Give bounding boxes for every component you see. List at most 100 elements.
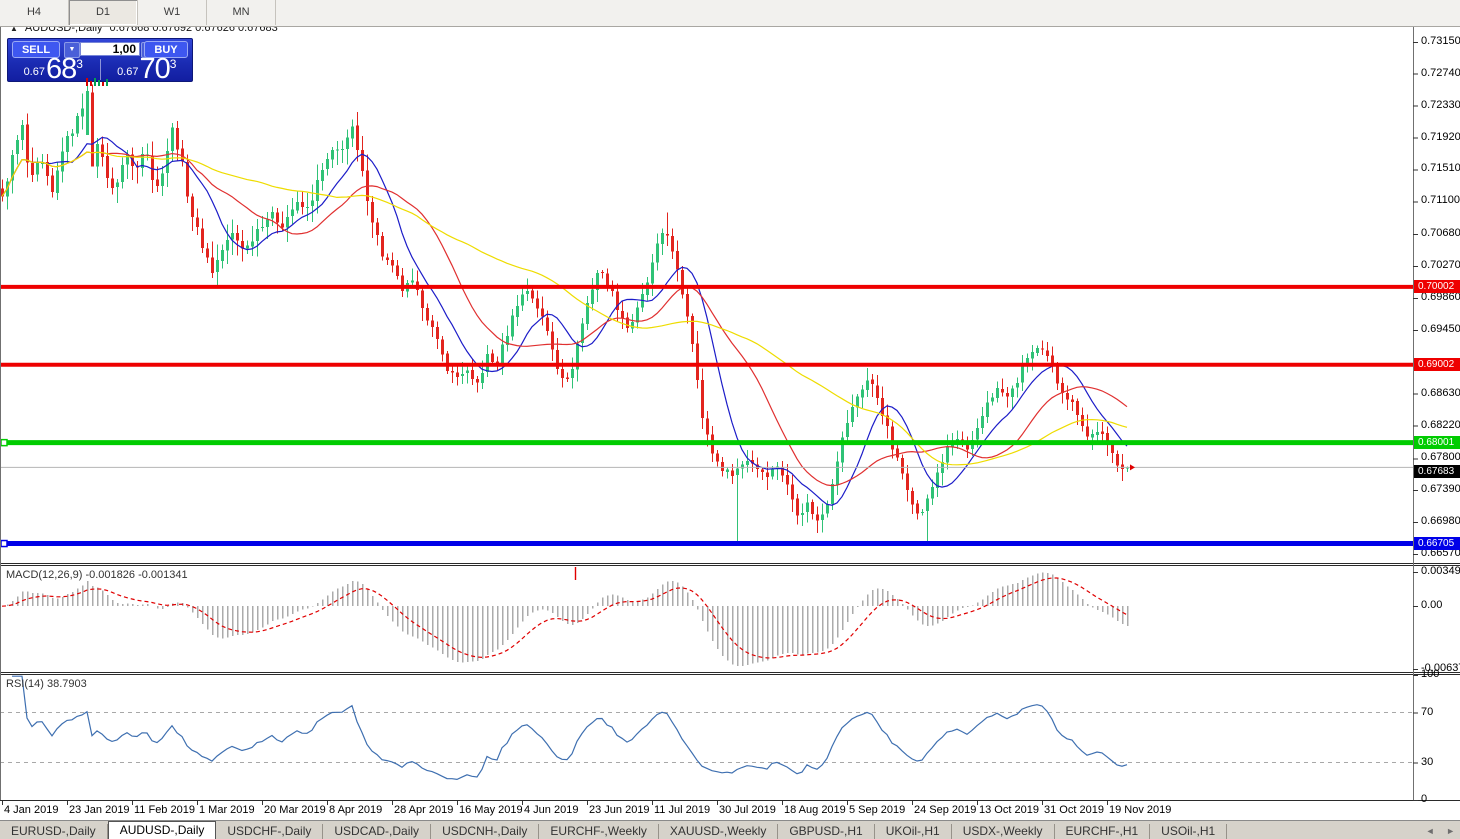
- tab-xauusd-weekly[interactable]: XAUUSD-,Weekly: [659, 824, 779, 839]
- candle-body: [526, 291, 529, 295]
- candle-body: [666, 233, 669, 236]
- price-tick-label: 0.70270: [1421, 259, 1460, 271]
- candle-body: [191, 196, 194, 217]
- tab-audusd-daily[interactable]: AUDUSD-,Daily: [107, 821, 217, 839]
- sell-price-pip-digit: 3: [76, 57, 83, 71]
- candle-body: [171, 127, 174, 152]
- candle-body: [1011, 388, 1014, 397]
- tab-ukoil-h1[interactable]: UKOil-,H1: [875, 824, 952, 839]
- candle-body: [636, 307, 639, 323]
- sell-price[interactable]: 0.67 68 3: [8, 55, 99, 84]
- candle-body: [71, 133, 74, 136]
- candle-body: [511, 315, 514, 337]
- candle-body: [356, 125, 359, 150]
- candle-body: [856, 396, 859, 408]
- sell-button[interactable]: SELL: [12, 41, 60, 58]
- volume-decrease-button[interactable]: ▼: [64, 42, 80, 58]
- volume-input[interactable]: [80, 42, 140, 56]
- tab-usdchf-daily[interactable]: USDCHF-,Daily: [216, 824, 324, 839]
- candle-body: [1121, 464, 1124, 470]
- candle-body: [371, 201, 374, 223]
- tab-scroll-right-icon[interactable]: ►: [1446, 826, 1455, 836]
- tab-usdcnh-daily[interactable]: USDCNH-,Daily: [431, 824, 540, 839]
- macd-signal-line: [1, 577, 1128, 659]
- price-tick-label: 0.66570: [1421, 547, 1460, 560]
- candle-body: [1126, 467, 1129, 469]
- candle-body: [306, 206, 309, 208]
- candle-body: [221, 249, 224, 262]
- date-tick-label: 11 Feb 2019: [134, 804, 195, 816]
- sell-price-prefix: 0.67: [23, 66, 45, 78]
- timeframe-button-d1[interactable]: D1: [69, 0, 138, 25]
- candle-body: [316, 179, 319, 202]
- buy-button[interactable]: BUY: [144, 41, 188, 58]
- macd-axis-label: 0.00: [1421, 599, 1443, 612]
- candle-body: [1096, 431, 1099, 435]
- candle-body: [716, 453, 719, 462]
- candle-body: [1016, 383, 1019, 388]
- candle-body: [626, 317, 629, 329]
- tab-usoil-h1[interactable]: USOil-,H1: [1150, 824, 1228, 839]
- macd-indicator-label: MACD(12,26,9) -0.001826 -0.001341: [6, 569, 188, 581]
- price-tick-label: 0.67800: [1421, 451, 1460, 464]
- candle-body: [576, 343, 579, 370]
- candle-body: [741, 464, 744, 469]
- candle-body: [826, 504, 829, 514]
- timeframe-button-h4[interactable]: H4: [0, 0, 69, 25]
- candle-body: [31, 162, 34, 176]
- timeframe-button-mn[interactable]: MN: [207, 0, 276, 25]
- date-tick-label: 18 Aug 2019: [784, 804, 846, 816]
- date-tick-label: 31 Oct 2019: [1044, 804, 1104, 816]
- candle-body: [1106, 432, 1109, 443]
- tab-eurusd-daily[interactable]: EURUSD-,Daily: [0, 824, 108, 839]
- tab-eurchf-weekly[interactable]: EURCHF-,Weekly: [539, 824, 659, 839]
- candle-body: [721, 461, 724, 472]
- tab-eurchf-h1[interactable]: EURCHF-,H1: [1055, 824, 1151, 839]
- price-line-label: 0.66705: [1414, 536, 1460, 550]
- tab-gbpusd-h1[interactable]: GBPUSD-,H1: [778, 824, 875, 839]
- candle-body: [41, 162, 44, 165]
- candle-body: [336, 149, 339, 151]
- candle-body: [541, 308, 544, 317]
- chart-canvas[interactable]: [0, 26, 1413, 800]
- tick-mark: [90, 81, 92, 86]
- candle-body: [396, 265, 399, 277]
- candle-body: [951, 444, 954, 448]
- candle-body: [871, 379, 874, 385]
- tab-scroll-left-icon[interactable]: ◄: [1425, 826, 1435, 836]
- candle-body: [766, 472, 769, 478]
- candle-body: [126, 153, 129, 165]
- candle-body: [506, 336, 509, 346]
- candle-body: [566, 377, 569, 379]
- tab-usdcad-daily[interactable]: USDCAD-,Daily: [323, 824, 432, 839]
- candle-body: [176, 127, 179, 150]
- candle-body: [256, 229, 259, 242]
- candle-body: [966, 443, 969, 450]
- candle-body: [216, 260, 219, 273]
- candle-body: [676, 251, 679, 270]
- price-divider: [99, 59, 101, 80]
- candle-body: [1091, 434, 1094, 438]
- candle-body: [106, 155, 109, 178]
- candle-body: [976, 427, 979, 440]
- tab-usdx-weekly[interactable]: USDX-,Weekly: [952, 824, 1055, 839]
- candle-body: [756, 464, 759, 469]
- candle-body: [311, 200, 314, 206]
- candle-body: [1116, 453, 1119, 466]
- candle-body: [121, 165, 124, 182]
- candle-body: [451, 371, 454, 373]
- timeframe-button-w1[interactable]: W1: [138, 0, 207, 25]
- buy-price[interactable]: 0.67 70 3: [102, 55, 193, 84]
- candle-body: [911, 490, 914, 505]
- candle-body: [621, 311, 624, 319]
- tick-mark: [106, 79, 108, 86]
- candle-body: [846, 423, 849, 438]
- collapse-panel-icon[interactable]: ▲: [10, 23, 18, 33]
- candle-body: [546, 317, 549, 331]
- date-tick-label: 4 Jun 2019: [524, 804, 579, 816]
- tick-volume-marks: [86, 78, 108, 86]
- candle-body: [381, 236, 384, 257]
- candle-body: [21, 125, 24, 140]
- candle-body: [266, 219, 269, 228]
- candle-body: [81, 108, 84, 117]
